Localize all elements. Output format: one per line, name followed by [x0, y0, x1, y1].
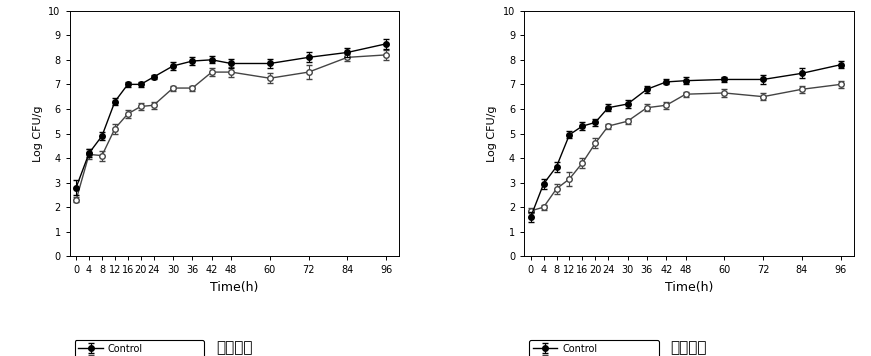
Text: 일반세균: 일반세균 — [216, 340, 253, 355]
Text: 대장균균: 대장균균 — [671, 340, 707, 355]
Legend: Control, Vacuum packaging: Control, Vacuum packaging — [529, 340, 658, 356]
X-axis label: Time(h): Time(h) — [210, 281, 259, 294]
Legend: Control, Vacuum packaging: Control, Vacuum packaging — [75, 340, 204, 356]
Y-axis label: Log CFU/g: Log CFU/g — [33, 105, 43, 162]
Y-axis label: Log CFU/g: Log CFU/g — [488, 105, 497, 162]
X-axis label: Time(h): Time(h) — [665, 281, 713, 294]
